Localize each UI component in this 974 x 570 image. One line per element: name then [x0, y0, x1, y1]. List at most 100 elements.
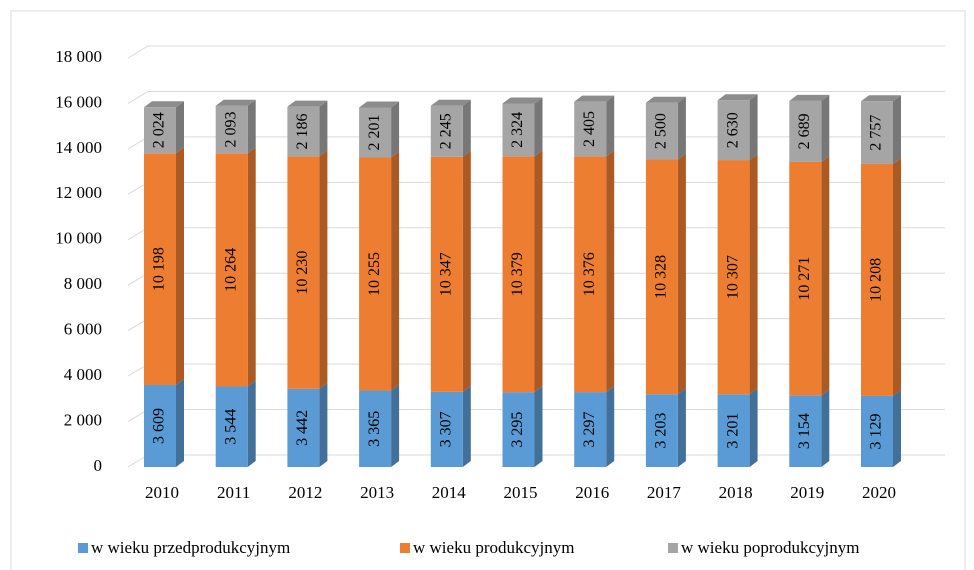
- bar-side: [319, 382, 328, 467]
- data-label: 3 365: [366, 411, 383, 447]
- bar-side: [677, 96, 686, 160]
- bar-side: [606, 386, 615, 467]
- bar-top: [717, 94, 758, 101]
- bar: [287, 156, 320, 389]
- data-label: 2 024: [151, 112, 168, 148]
- legend-label: w wieku przedprodukcyjnym: [91, 538, 290, 557]
- bar-top: [789, 94, 830, 101]
- bar-side: [606, 150, 615, 393]
- bar: [144, 107, 176, 154]
- data-label: 2 093: [222, 111, 239, 147]
- data-label: 3 201: [724, 413, 741, 449]
- legend-swatch: [400, 543, 410, 553]
- x-tick-label: 2016: [575, 483, 609, 502]
- legend-swatch: [668, 543, 678, 553]
- bar-side: [247, 380, 256, 467]
- bar: [287, 106, 320, 157]
- bar: [430, 156, 463, 392]
- bar: [430, 391, 463, 467]
- bar-side: [749, 388, 758, 467]
- data-label: 3 295: [509, 412, 526, 448]
- bar: [789, 161, 822, 396]
- data-label: 2 186: [294, 114, 311, 150]
- bar-side: [821, 94, 830, 162]
- bar-side: [462, 150, 471, 392]
- y-tick-label: 0: [94, 456, 103, 475]
- data-label: 10 379: [509, 252, 526, 296]
- bar: [645, 394, 678, 467]
- bar: [430, 105, 463, 157]
- bar: [574, 101, 607, 157]
- x-tick-label: 2019: [790, 483, 824, 502]
- bar-side: [176, 378, 184, 467]
- data-label: 2 405: [581, 111, 598, 147]
- bar: [502, 156, 535, 393]
- data-label: 3 442: [294, 410, 311, 446]
- legend-label: w wieku produkcyjnym: [413, 538, 574, 557]
- data-label: 3 297: [581, 412, 598, 448]
- bar: [861, 395, 893, 467]
- data-label: 3 154: [796, 413, 813, 449]
- bar-side: [677, 153, 686, 395]
- bar-side: [319, 100, 328, 157]
- bar-side: [606, 95, 615, 157]
- bar-top: [359, 101, 400, 108]
- bar-side: [391, 384, 400, 467]
- bar: [144, 384, 176, 467]
- bar-top: [215, 99, 256, 106]
- x-tick-label: 2012: [288, 483, 322, 502]
- data-label: 10 347: [437, 252, 454, 296]
- data-label: 2 630: [724, 112, 741, 148]
- grid-line: [127, 45, 945, 59]
- x-tick-label: 2011: [217, 483, 250, 502]
- bar-side: [677, 388, 686, 467]
- data-label: 10 376: [581, 252, 598, 296]
- bar-side: [893, 389, 901, 467]
- bar-side: [176, 101, 184, 154]
- bar-side: [534, 97, 543, 157]
- bar: [215, 153, 248, 387]
- x-tick-label: 2017: [647, 483, 682, 502]
- bar: [215, 386, 248, 467]
- chart-border: [10, 10, 966, 570]
- bar: [574, 156, 607, 393]
- y-tick-label: 8 000: [64, 274, 102, 293]
- data-label: 3 609: [151, 408, 168, 444]
- bar: [861, 163, 893, 396]
- bar: [717, 100, 750, 161]
- bar: [502, 103, 535, 157]
- bar-side: [893, 157, 901, 396]
- data-label: 3 203: [653, 413, 670, 449]
- bar-top: [645, 96, 686, 103]
- bar: [789, 100, 822, 162]
- bar-top: [861, 95, 901, 102]
- x-tick-label: 2014: [432, 483, 467, 502]
- y-tick-label: 2 000: [64, 410, 102, 429]
- x-tick-label: 2010: [145, 483, 179, 502]
- bar: [574, 392, 607, 467]
- x-tick-label: 2013: [360, 483, 394, 502]
- data-label: 10 198: [151, 247, 168, 291]
- bar: [789, 395, 822, 467]
- bar-top: [430, 99, 471, 106]
- legend-swatch: [78, 543, 88, 553]
- data-label: 10 264: [222, 248, 239, 292]
- bar-side: [247, 147, 256, 387]
- data-label: 2 201: [366, 115, 383, 151]
- y-tick-label: 14 000: [55, 138, 102, 157]
- data-label: 10 307: [724, 255, 741, 299]
- bar-top: [502, 97, 543, 104]
- bar: [359, 157, 392, 391]
- bar-side: [319, 150, 328, 389]
- y-tick-label: 16 000: [55, 92, 102, 111]
- bar: [144, 153, 176, 385]
- bar: [359, 390, 392, 467]
- data-label: 10 255: [366, 252, 383, 296]
- data-label: 10 230: [294, 251, 311, 295]
- x-tick-label: 2020: [862, 483, 896, 502]
- data-label: 10 328: [653, 255, 670, 299]
- x-tick-label: 2015: [504, 483, 538, 502]
- bar: [645, 159, 678, 395]
- data-label: 2 689: [796, 113, 813, 149]
